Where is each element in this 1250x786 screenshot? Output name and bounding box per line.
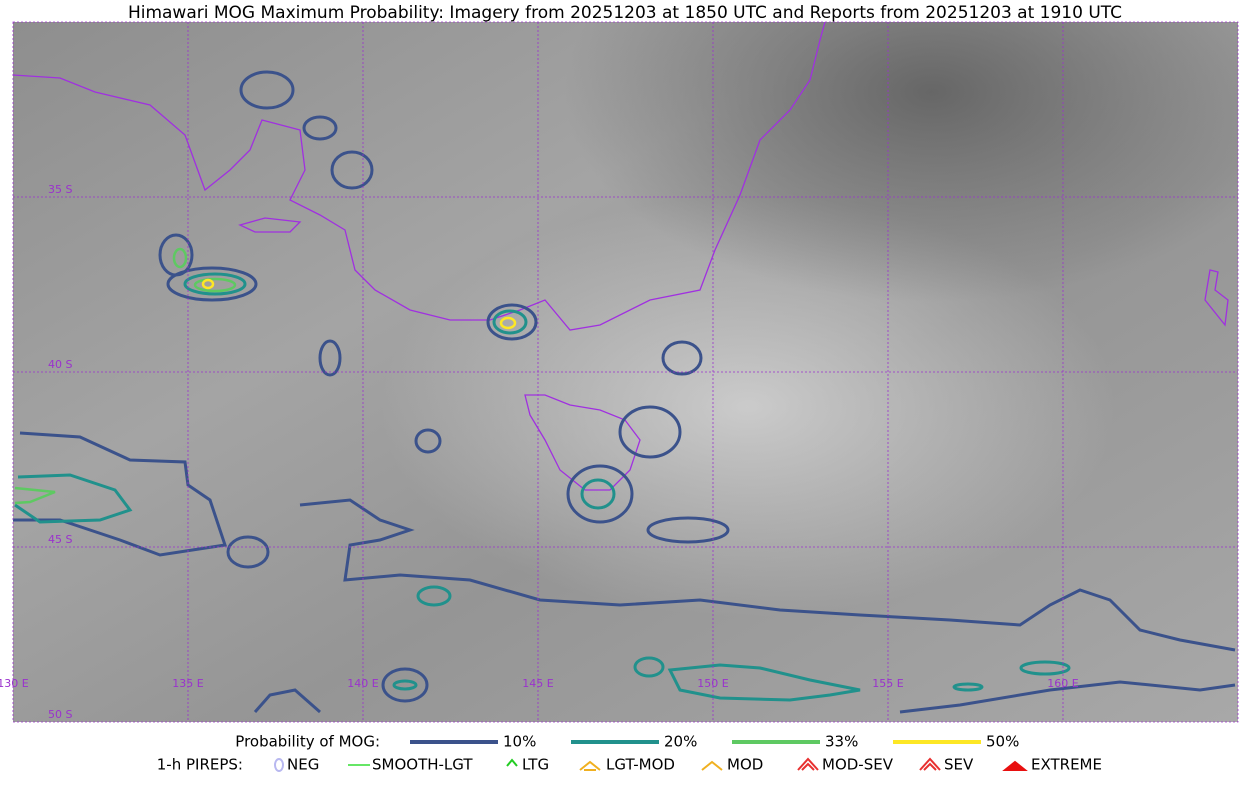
- legend-entry: EXTREME: [1031, 756, 1102, 774]
- contour-33: [172, 247, 188, 269]
- contour-10: [226, 535, 270, 569]
- contour-10: [239, 70, 295, 110]
- contour-50: [499, 316, 517, 330]
- lat-label: 45 S: [48, 533, 72, 546]
- coastline: [524, 394, 641, 491]
- contour-10: [899, 680, 1236, 714]
- pirep-symbol: [701, 760, 723, 771]
- legend-entry: NEG: [287, 756, 319, 774]
- pirep-symbol: [919, 757, 941, 771]
- contour-20: [633, 656, 665, 678]
- lat-label: 35 S: [48, 183, 72, 196]
- contour-10: [302, 115, 338, 141]
- contour-20: [14, 473, 133, 524]
- contour-10: [13, 431, 227, 557]
- lon-label: 160 E: [1047, 677, 1078, 690]
- contour-20: [667, 663, 861, 702]
- lon-label: 140 E: [347, 677, 378, 690]
- contour-10: [318, 339, 342, 377]
- contour-10: [158, 233, 194, 277]
- title: Himawari MOG Maximum Probability: Imager…: [128, 3, 1122, 23]
- contour-10: [661, 340, 703, 376]
- map-frame: [12, 21, 1239, 723]
- legend-entry: 33%: [825, 733, 858, 751]
- legend-entry: SMOOTH-LGT: [372, 756, 473, 774]
- contour-10: [646, 516, 730, 544]
- lon-label: 135 E: [172, 677, 203, 690]
- legend-entry: 50%: [986, 733, 1019, 751]
- legend-entry: MOD: [727, 756, 763, 774]
- pirep-symbol: [506, 758, 518, 767]
- contour-50: [201, 278, 215, 290]
- contour-10: [414, 428, 442, 454]
- contour-33: [14, 486, 56, 505]
- contour-20: [580, 478, 616, 510]
- lon-label: 130 E: [0, 677, 29, 690]
- pirep-symbol: [797, 757, 819, 771]
- contour-10: [330, 150, 374, 190]
- contours: [13, 70, 1236, 714]
- lon-label: 155 E: [872, 677, 903, 690]
- lat-label: 40 S: [48, 358, 72, 371]
- contour-10: [299, 498, 1236, 652]
- contour-20: [492, 309, 528, 335]
- coastline: [1204, 269, 1229, 327]
- pirep-symbol: [579, 760, 601, 771]
- contour-10: [253, 688, 321, 714]
- legend: Probability of MOG: 10% 20% 33% 50% 1-h PIREP…: [157, 733, 1102, 774]
- graticule: 130 E 135 E 140 E 145 E 150 E 155 E 160 E 35 S 4…: [0, 21, 1239, 723]
- lon-label: 150 E: [697, 677, 728, 690]
- legend-entry: LTG: [522, 756, 549, 774]
- pirep-symbol: [1002, 760, 1028, 771]
- legend-entry: MOD-SEV: [822, 756, 894, 774]
- contour-20: [1019, 660, 1071, 676]
- lon-label: 145 E: [522, 677, 553, 690]
- legend-entry: 10%: [503, 733, 536, 751]
- contour-20: [183, 272, 247, 296]
- contour-10: [618, 405, 682, 459]
- contour-20: [392, 679, 418, 691]
- coastline: [12, 21, 826, 331]
- legend-label: 1-h PIREPS:: [157, 756, 243, 774]
- contour-10: [486, 303, 538, 341]
- contour-20: [952, 682, 984, 692]
- contour-10: [381, 667, 429, 703]
- coastline: [238, 217, 302, 233]
- legend-entry: LGT-MOD: [606, 756, 675, 774]
- legend-entry: 20%: [664, 733, 697, 751]
- pirep-symbol: [274, 758, 284, 772]
- legend-entry: SEV: [944, 756, 974, 774]
- contour-20: [416, 585, 452, 607]
- contour-33: [193, 277, 237, 293]
- map: 130 E 135 E 140 E 145 E 150 E 155 E 160 E 35 S 4…: [0, 21, 1239, 723]
- lat-label: 50 S: [48, 708, 72, 721]
- contour-10: [566, 464, 634, 524]
- contour-10: [166, 266, 258, 302]
- legend-label: Probability of MOG:: [235, 733, 380, 751]
